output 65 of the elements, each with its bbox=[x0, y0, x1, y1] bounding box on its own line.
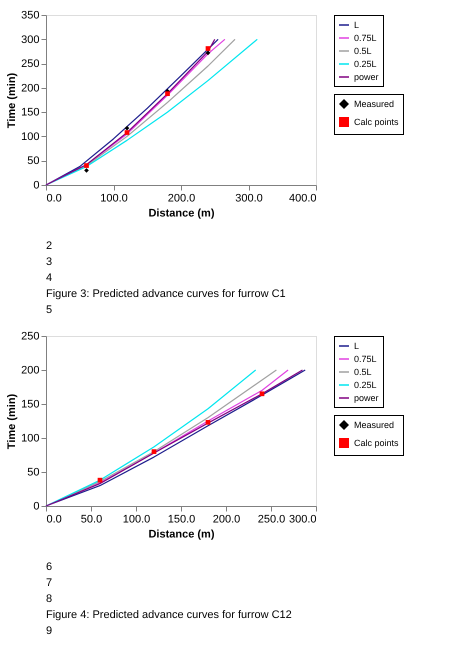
x-tick-label: 400.0 bbox=[288, 192, 316, 204]
text: 9 bbox=[46, 625, 52, 637]
point bbox=[98, 478, 102, 483]
x-axis-title: Distance (m) bbox=[148, 528, 215, 540]
y-tick-label: 150 bbox=[21, 106, 40, 119]
x-tick-label: 0.0 bbox=[46, 514, 62, 526]
legend-label: Measured bbox=[354, 99, 394, 109]
point bbox=[165, 91, 170, 96]
text: 8 bbox=[46, 593, 52, 605]
legend-label: 0.75L bbox=[354, 354, 377, 364]
legend-label: Calc points bbox=[354, 438, 400, 448]
caption: Figure 3: Predicted advance curves for furrow C1 bbox=[46, 288, 286, 300]
legend-label: L bbox=[354, 20, 360, 30]
legend-label: Measured bbox=[354, 420, 394, 430]
point bbox=[84, 163, 89, 168]
point bbox=[206, 46, 210, 51]
y-tick-label: 300 bbox=[21, 34, 40, 46]
y-tick-label: 250 bbox=[21, 330, 40, 342]
x-tick-label: 0.0 bbox=[46, 192, 62, 204]
legend-label: 0.5L bbox=[354, 367, 372, 377]
x-tick-label: 200.0 bbox=[212, 514, 240, 526]
x-tick-label: 300.0 bbox=[288, 514, 316, 526]
point bbox=[206, 50, 210, 56]
point bbox=[152, 449, 156, 454]
legend-label: power bbox=[354, 72, 379, 82]
y-tick-label: 100 bbox=[21, 130, 40, 143]
point bbox=[124, 130, 130, 135]
point bbox=[84, 168, 89, 173]
y-tick-label: 0 bbox=[33, 500, 40, 512]
point bbox=[124, 126, 130, 131]
x-tick-label: 200.0 bbox=[168, 192, 196, 204]
y-tick-label: 0 bbox=[33, 180, 40, 192]
text: 2 bbox=[46, 240, 52, 252]
y-tick-label: 200 bbox=[21, 82, 40, 94]
legend-label: power bbox=[354, 393, 379, 403]
legend-label: L bbox=[354, 341, 360, 351]
x-tick-label: 150.0 bbox=[168, 514, 196, 526]
legend-label: 0.75L bbox=[354, 33, 377, 43]
legend-label: 0.25L bbox=[354, 380, 377, 390]
x-tick-label: 250.0 bbox=[258, 514, 286, 526]
caption: Figure 4: Predicted advance curves for furrow C12 bbox=[46, 609, 292, 621]
x-tick-label: 300.0 bbox=[235, 192, 263, 204]
y-axis-title: Time (min) bbox=[6, 72, 18, 128]
y-tick-label: 200 bbox=[21, 364, 40, 376]
legend-label: 0.25L bbox=[354, 59, 377, 69]
text: 3 bbox=[46, 256, 52, 268]
y-tick-label: 50 bbox=[27, 155, 40, 168]
x-tick-label: 100.0 bbox=[100, 192, 128, 204]
x-tick-label: 50.0 bbox=[80, 514, 102, 526]
y-tick-label: 100 bbox=[21, 432, 40, 444]
y-tick-label: 350 bbox=[21, 10, 40, 22]
y-tick-label: 50 bbox=[27, 466, 40, 478]
x-tick-label: 100.0 bbox=[122, 514, 150, 526]
point bbox=[260, 391, 264, 396]
text: 6 bbox=[46, 561, 52, 573]
y-tick-label: 150 bbox=[21, 398, 40, 410]
x-axis-title: Distance (m) bbox=[148, 208, 215, 220]
y-tick-label: 250 bbox=[21, 58, 40, 70]
legend-label: Calc points bbox=[354, 117, 400, 127]
legend-label: 0.5L bbox=[354, 46, 372, 56]
point bbox=[206, 420, 210, 425]
text: 4 bbox=[46, 272, 52, 284]
y-axis-title: Time (min) bbox=[6, 393, 18, 450]
text: 5 bbox=[46, 304, 52, 316]
text: 7 bbox=[46, 577, 52, 589]
